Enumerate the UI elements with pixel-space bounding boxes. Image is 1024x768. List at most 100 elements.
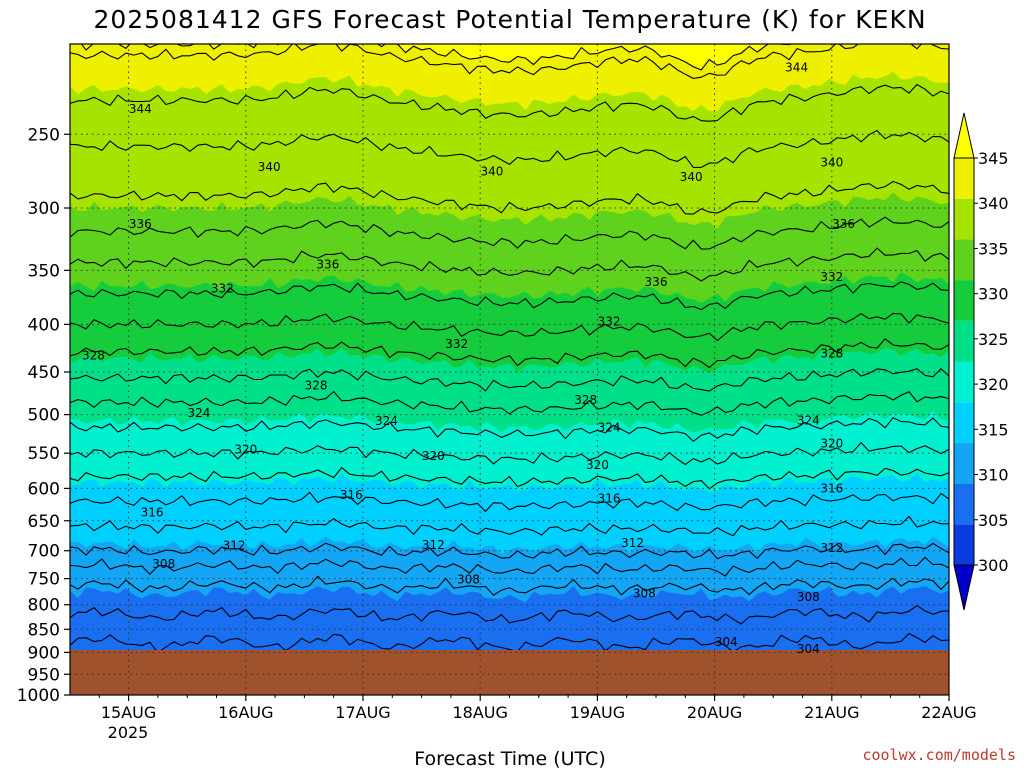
y-axis: 250 300 350 400 450 500 550 600 650 700 750 800 850 9… <box>17 125 70 706</box>
colorbar-segment <box>954 524 974 565</box>
contour-label: 308 <box>633 586 656 600</box>
contour-label: 336 <box>129 217 152 231</box>
colorbar-min-arrow <box>953 564 975 611</box>
colorbar-max-arrow <box>953 112 975 159</box>
x-axis-label: Forecast Time (UTC) <box>414 748 605 768</box>
theta-contour <box>70 632 949 654</box>
contour-label: 324 <box>375 414 398 428</box>
contour-label: 324 <box>187 406 210 420</box>
colorbar-segment <box>954 483 974 525</box>
y-tick-label: 750 <box>28 570 60 590</box>
plot-area: 344 344 340 340 340 340 336 336 336 336 332 332 332 3… <box>70 44 949 695</box>
contour-label: 336 <box>645 275 668 289</box>
theta-contour <box>80 44 794 71</box>
colorbar-segment <box>954 402 974 443</box>
contour-label: 332 <box>598 314 621 328</box>
contour-label: 340 <box>480 164 503 178</box>
credit-text[interactable]: coolwx.com/models <box>862 746 1016 764</box>
theta-contour <box>70 338 949 369</box>
contour-label: 308 <box>152 557 175 571</box>
colorbar-tick-label: 345 <box>978 149 1009 168</box>
theta-contour <box>70 466 949 490</box>
contour-labels: 344 344 340 340 340 340 336 336 336 336 332 332 332 3… <box>82 61 855 657</box>
colorbar-segment <box>954 320 974 362</box>
y-tick-label: 700 <box>28 542 60 562</box>
theta-contour <box>70 180 949 215</box>
y-tick-label: 800 <box>28 596 60 616</box>
y-tick-label: 300 <box>28 199 60 219</box>
x-tick-label: 22AUG <box>921 703 976 722</box>
colorbar-segment <box>954 280 974 321</box>
x-tick-label: 21AUG <box>804 703 859 722</box>
theta-contour <box>70 44 949 79</box>
colorbar-tick-label: 340 <box>978 194 1009 213</box>
contour-label: 328 <box>820 347 843 361</box>
contour-label: 336 <box>832 217 855 231</box>
y-tick-label: 950 <box>28 665 60 685</box>
x-tick-label: 15AUG <box>101 703 156 722</box>
theta-contour <box>70 83 949 122</box>
colorbar-segment <box>954 198 974 240</box>
x-year-label: 2025 <box>108 723 149 742</box>
contour-label: 308 <box>797 590 820 604</box>
contour-label: 316 <box>340 488 363 502</box>
theta-contour <box>70 515 949 537</box>
contour-label: 332 <box>445 337 468 351</box>
theta-bands <box>70 44 949 695</box>
contour-label: 316 <box>141 506 164 520</box>
theta-contour <box>70 281 949 311</box>
x-axis: 15AUG 16AUG 17AUG 18AUG 19AUG 20AUG 21AUG 22AUG <box>98 695 977 722</box>
grid-lines <box>70 44 949 695</box>
contour-label: 328 <box>305 378 328 392</box>
contour-label: 312 <box>621 536 644 550</box>
colorbar-tick-label: 325 <box>978 330 1009 349</box>
colorbar-tick-label: 315 <box>978 420 1009 439</box>
colorbar-tick-label: 310 <box>978 466 1009 485</box>
colorbar-segment <box>954 361 974 403</box>
colorbar-tick-label: 305 <box>978 511 1009 530</box>
y-tick-label: 450 <box>28 363 60 383</box>
colorbar: 300 305 310 315 320 325 330 335 340 345 <box>953 112 1009 611</box>
theta-contour <box>70 491 949 513</box>
y-tick-label: 600 <box>28 479 60 499</box>
contour-label: 320 <box>586 458 609 472</box>
contour-label: 304 <box>797 642 820 656</box>
theta-contour <box>70 312 949 342</box>
x-tick-label: 17AUG <box>335 703 390 722</box>
theta-contour <box>70 556 949 577</box>
contour-label: 320 <box>820 437 843 451</box>
contour-label: 328 <box>82 349 105 363</box>
contour-label: 328 <box>574 393 597 407</box>
contour-label: 332 <box>211 281 234 295</box>
colorbar-tick-label: 330 <box>978 285 1009 304</box>
theta-contours <box>70 44 949 681</box>
contour-label: 308 <box>457 573 480 587</box>
y-tick-label: 900 <box>28 643 60 663</box>
colorbar-segment <box>954 239 974 281</box>
contour-label: 324 <box>797 413 820 427</box>
y-tick-label: 400 <box>28 315 60 335</box>
colorbar-tick-label: 320 <box>978 375 1009 394</box>
contour-label: 344 <box>785 61 808 75</box>
colorbar-segment <box>954 158 974 199</box>
y-tick-label: 850 <box>28 620 60 640</box>
y-tick-label: 650 <box>28 512 60 532</box>
theta-contour <box>70 441 949 466</box>
chart-title: 2025081412 GFS Forecast Potential Temper… <box>93 5 926 34</box>
contour-label: 316 <box>598 491 621 505</box>
y-tick-label: 550 <box>28 444 60 464</box>
contour-label: 312 <box>422 538 445 552</box>
contour-label: 312 <box>820 541 843 555</box>
theta-contour <box>70 129 949 169</box>
colorbar-tick-label: 335 <box>978 239 1009 258</box>
theta-contour <box>70 575 949 596</box>
contour-label: 324 <box>598 420 621 434</box>
theta-contour <box>70 368 949 392</box>
contour-label: 332 <box>820 270 843 284</box>
contour-label: 344 <box>129 102 152 116</box>
contour-label: 316 <box>820 481 843 495</box>
contour-label: 320 <box>422 449 445 463</box>
theta-contour <box>70 542 949 560</box>
theta-contour <box>70 216 949 250</box>
